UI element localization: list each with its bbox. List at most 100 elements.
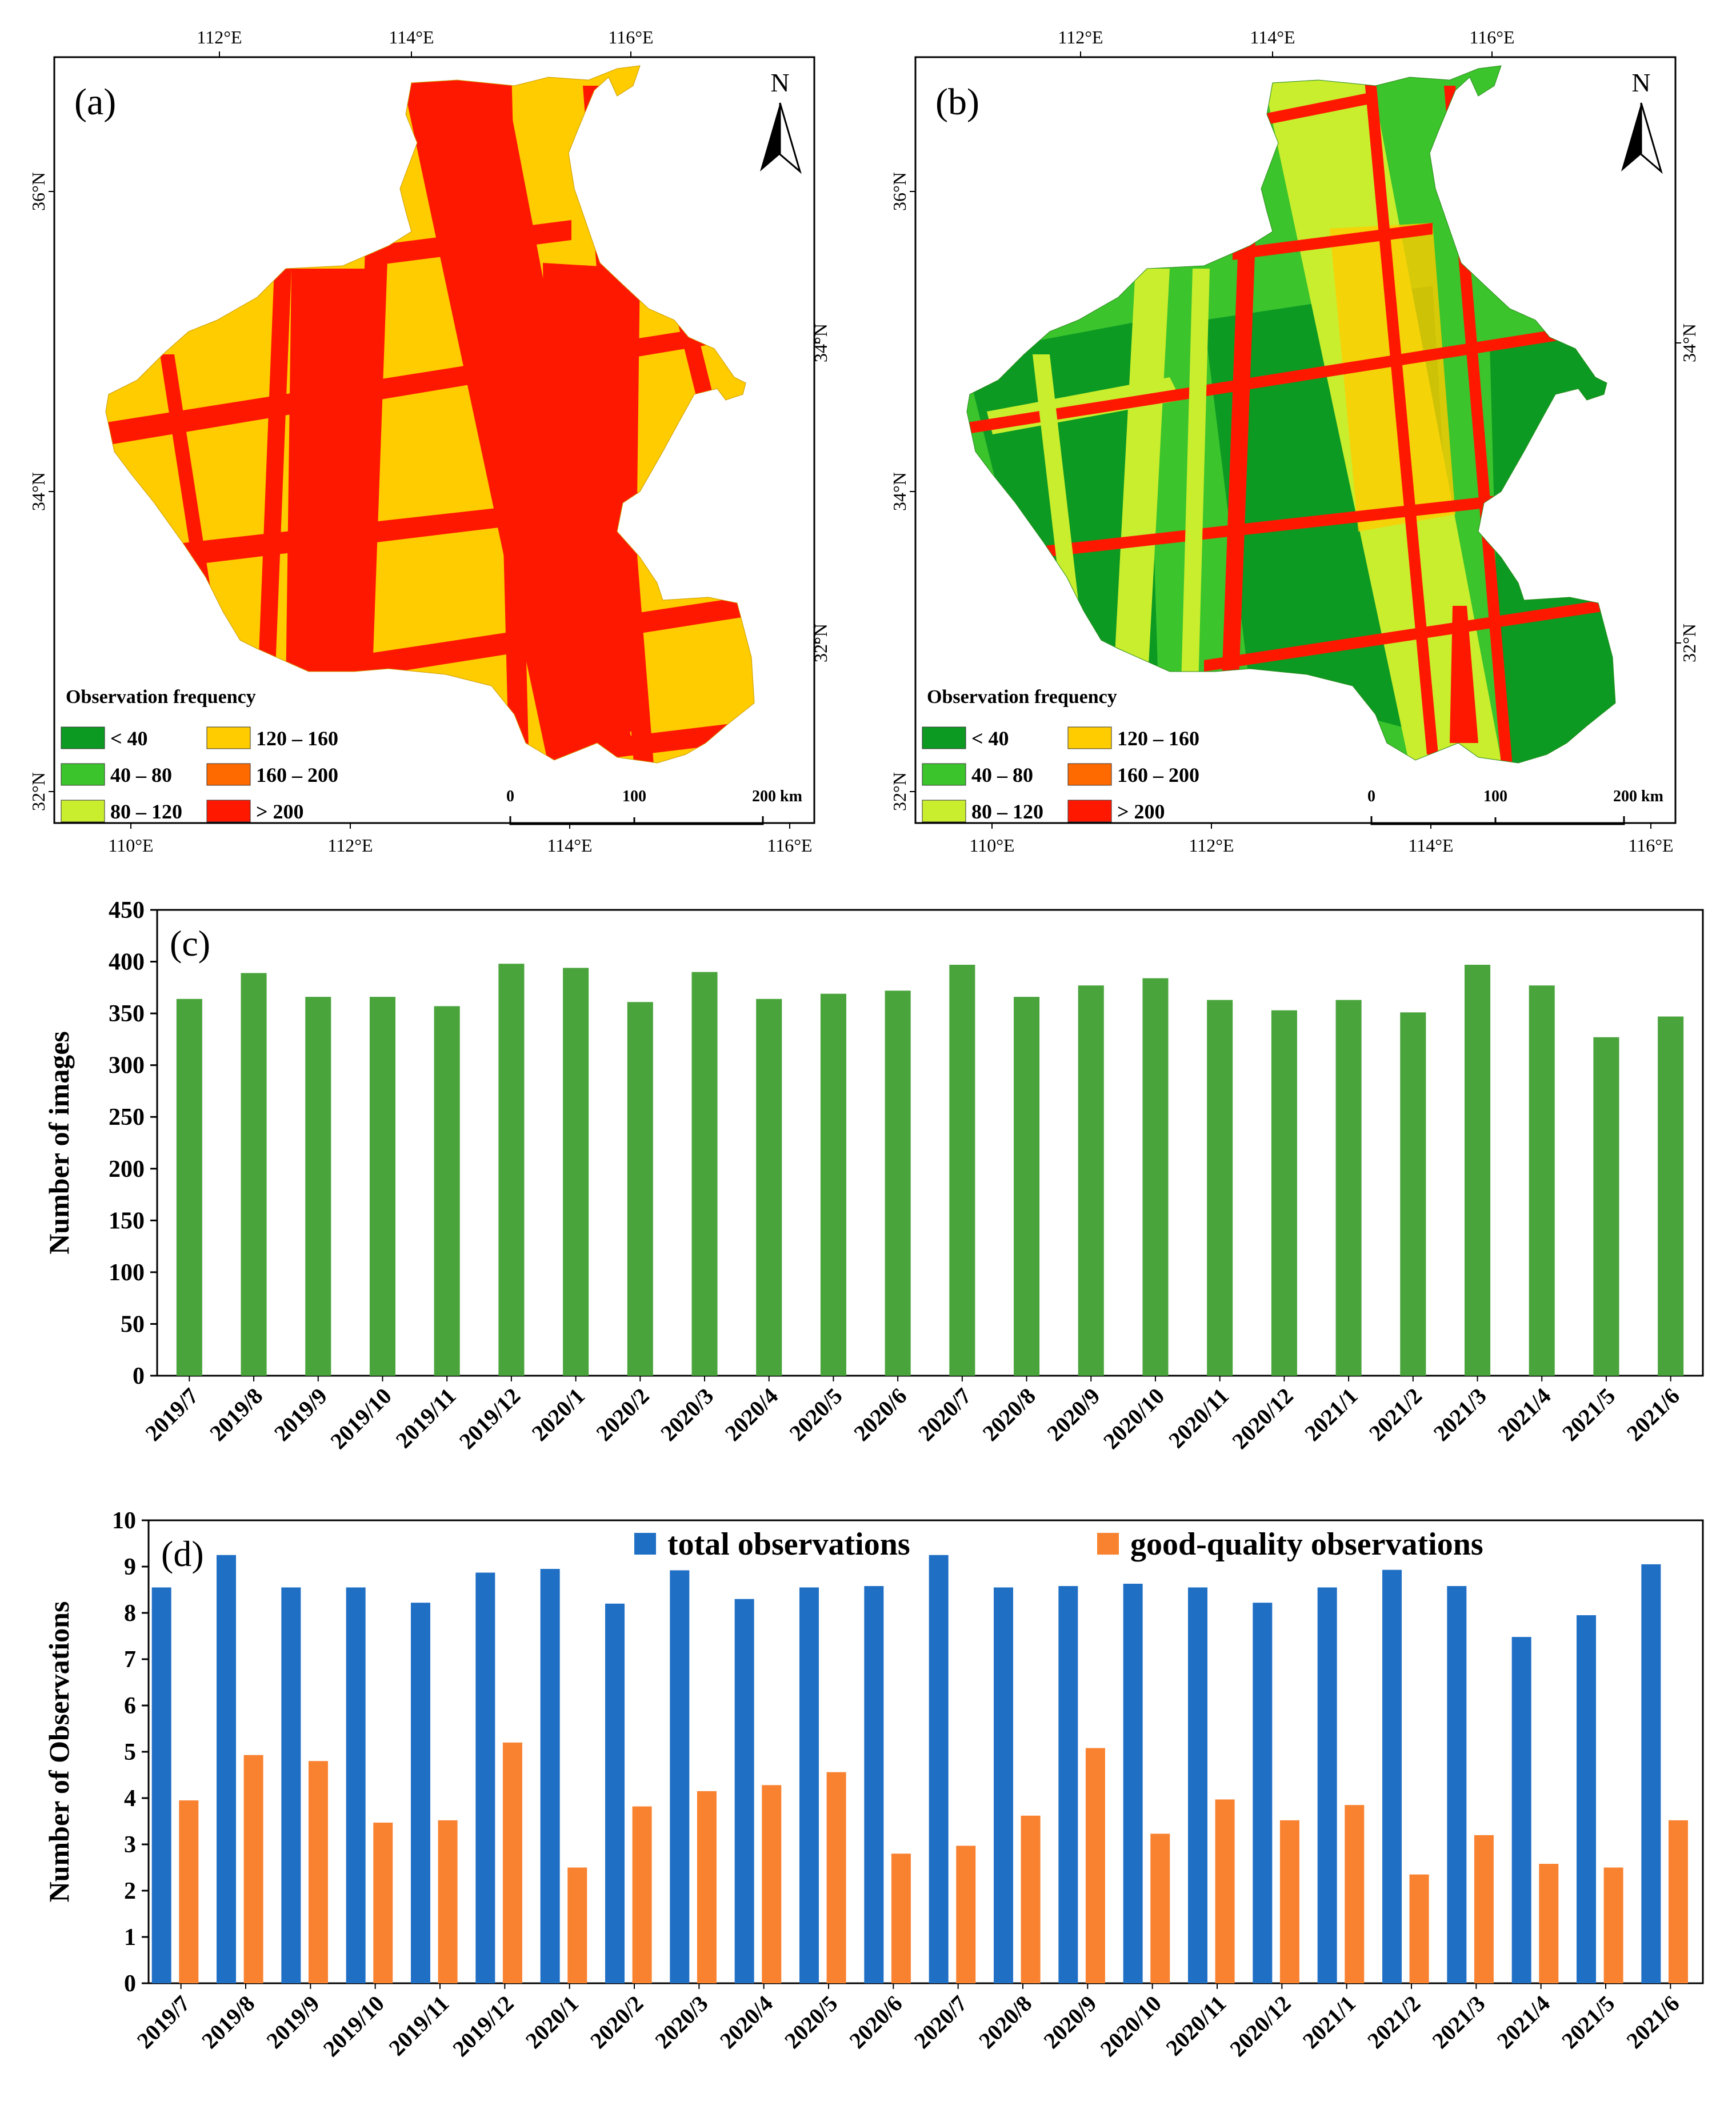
left-tick-label: 36°N xyxy=(889,172,910,211)
y-tick-label: 1 xyxy=(124,1924,136,1951)
bar xyxy=(305,997,331,1376)
bar-total xyxy=(217,1555,236,1983)
panel-label: (d) xyxy=(161,1533,204,1574)
legend: Observation frequency < 40 40 – 80 80 – … xyxy=(922,686,1199,823)
bottom-tick-label: 114°E xyxy=(1408,835,1453,856)
legend-swatch xyxy=(206,726,251,749)
right-tick-label: 32°N xyxy=(1679,624,1699,662)
bar-total xyxy=(151,1587,171,1983)
bottom-tick-label: 110°E xyxy=(969,835,1014,856)
bar-good xyxy=(1215,1799,1235,1983)
top-tick-label: 116°E xyxy=(1469,27,1514,47)
bar xyxy=(1271,1010,1297,1376)
x-tick-label: 2021/3 xyxy=(1428,1383,1491,1446)
bar-good xyxy=(1021,1815,1041,1983)
svg-text:100: 100 xyxy=(1483,788,1507,805)
legend-swatch xyxy=(922,800,966,822)
y-tick-label: 0 xyxy=(124,1971,136,1997)
legend-swatch-total xyxy=(634,1533,656,1555)
bar-total xyxy=(1058,1586,1078,1983)
x-tick-label: 2021/2 xyxy=(1362,1991,1425,2054)
x-tick-label: 2019/10 xyxy=(318,1991,389,2062)
legend-label: 40 – 80 xyxy=(110,764,172,786)
scale-bar: 0 100 200 km xyxy=(506,788,802,825)
x-tick-label: 2021/2 xyxy=(1364,1383,1427,1446)
legend-label: 120 – 160 xyxy=(1117,727,1199,750)
map-a-ticks xyxy=(49,51,820,829)
x-tick-label: 2019/11 xyxy=(391,1383,461,1453)
x-tick-label: 2020/1 xyxy=(521,1991,583,2054)
bar-good xyxy=(1474,1835,1494,1983)
y-tick-label: 100 xyxy=(109,1260,145,1286)
bar-good xyxy=(243,1755,263,1983)
y-tick-label: 8 xyxy=(124,1600,136,1627)
legend-swatch xyxy=(61,800,105,822)
bar-good xyxy=(179,1800,199,1983)
svg-text:N: N xyxy=(770,68,789,97)
legend: Observation frequency < 40 40 – 80 80 – … xyxy=(61,686,338,823)
bar-good xyxy=(1150,1834,1170,1983)
bar-good xyxy=(1668,1820,1688,1983)
svg-text:100: 100 xyxy=(622,788,646,805)
y-tick-label: 450 xyxy=(109,897,145,924)
y-tick-label: 0 xyxy=(133,1363,145,1389)
bar-good xyxy=(1409,1874,1429,1983)
y-tick-label: 50 xyxy=(121,1311,145,1337)
bar xyxy=(434,1006,460,1376)
legend-swatch xyxy=(1067,800,1112,822)
legend-swatch xyxy=(922,726,966,749)
x-tick-label: 2021/4 xyxy=(1493,1383,1555,1446)
x-tick-label: 2021/6 xyxy=(1621,1991,1684,2054)
bar xyxy=(563,968,589,1376)
panel-label: (a) xyxy=(74,81,116,123)
legend-title: Observation frequency xyxy=(927,686,1117,708)
bar-total xyxy=(540,1569,560,1983)
bar xyxy=(1464,964,1491,1376)
bar-total xyxy=(1123,1583,1143,1983)
x-tick-label: 2020/11 xyxy=(1163,1383,1234,1453)
bar-good xyxy=(1345,1805,1365,1983)
y-axis-label: Number of images xyxy=(43,1031,75,1255)
bar-good xyxy=(826,1772,846,1983)
bar-total xyxy=(1317,1587,1337,1983)
left-tick-label: 36°N xyxy=(28,172,49,211)
legend-label: > 200 xyxy=(1117,800,1165,823)
y-tick-label: 2 xyxy=(124,1878,136,1904)
bar xyxy=(1207,1000,1233,1376)
legend-label: 80 – 120 xyxy=(971,800,1043,823)
bar-total xyxy=(1382,1569,1402,1983)
bar-total xyxy=(864,1586,884,1983)
left-tick-label: 32°N xyxy=(889,772,910,811)
x-tick-label: 2020/5 xyxy=(779,1991,842,2054)
map-b-ticks xyxy=(910,51,1681,829)
x-tick-label: 2020/4 xyxy=(720,1383,783,1446)
bar xyxy=(1142,978,1169,1376)
legend-swatch xyxy=(61,763,105,786)
bar xyxy=(1014,997,1040,1376)
bar-total xyxy=(346,1587,366,1983)
legend-swatch-good xyxy=(1097,1533,1119,1555)
svg-text:N: N xyxy=(1631,68,1650,97)
right-tick-label: 34°N xyxy=(1679,323,1699,362)
bar xyxy=(369,997,396,1376)
bar-total xyxy=(1577,1615,1596,1983)
bar-good xyxy=(373,1822,393,1983)
y-tick-label: 10 xyxy=(112,1508,136,1534)
bar xyxy=(1658,1016,1684,1376)
legend-label: < 40 xyxy=(110,727,148,750)
left-tick-label: 32°N xyxy=(28,772,49,811)
x-tick-label: 2019/12 xyxy=(447,1991,519,2062)
y-tick-label: 6 xyxy=(124,1693,136,1719)
x-tick-label: 2020/4 xyxy=(715,1991,778,2054)
legend-swatch xyxy=(922,763,966,786)
x-tick-label: 2021/1 xyxy=(1298,1991,1361,2054)
bar xyxy=(756,998,782,1376)
svg-text:200 km: 200 km xyxy=(752,788,802,805)
legend-swatch xyxy=(61,726,105,749)
panel-label: (b) xyxy=(935,81,979,123)
bar-good xyxy=(438,1820,458,1983)
legend-label-good: good-quality observations xyxy=(1130,1527,1483,1562)
bar xyxy=(1335,1000,1362,1376)
top-tick-label: 114°E xyxy=(1250,27,1295,47)
svg-text:0: 0 xyxy=(506,788,514,805)
